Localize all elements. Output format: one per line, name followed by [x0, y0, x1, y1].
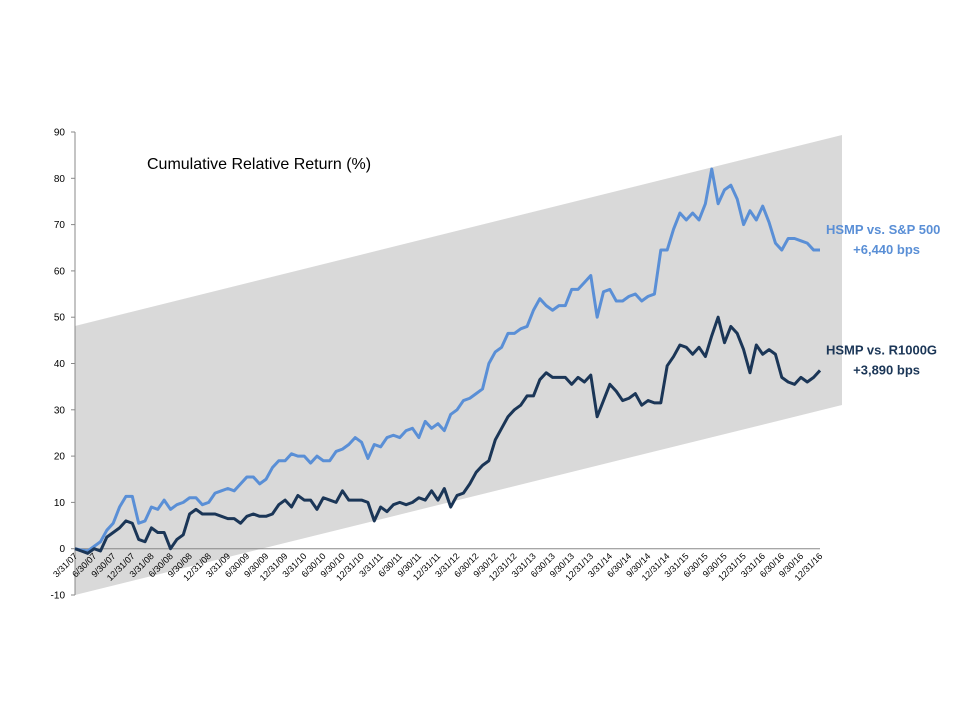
- y-tick-label: 20: [54, 452, 66, 463]
- y-tick-label: 10: [54, 498, 66, 509]
- y-tick-label: 90: [54, 128, 66, 139]
- legend-label: HSMP vs. S&P 500: [826, 222, 940, 237]
- y-tick-label: 60: [54, 266, 66, 277]
- series-annotation: +3,890 bps: [853, 362, 920, 377]
- y-tick-label: 0: [59, 544, 65, 555]
- y-tick-label: 50: [54, 313, 66, 324]
- series-annotation: +6,440 bps: [853, 242, 920, 257]
- legend-label: HSMP vs. R1000G: [826, 342, 937, 357]
- series-line: [74, 315, 822, 555]
- y-tick-label: 80: [54, 174, 66, 185]
- y-tick-label: 70: [54, 220, 66, 231]
- y-tick-label: 40: [54, 359, 66, 370]
- chart-title: Cumulative Relative Return (%): [147, 156, 371, 173]
- y-tick-label: 30: [54, 405, 66, 416]
- trend-channel: [75, 135, 842, 595]
- y-tick-label: -10: [51, 591, 66, 602]
- series-line: [74, 167, 820, 553]
